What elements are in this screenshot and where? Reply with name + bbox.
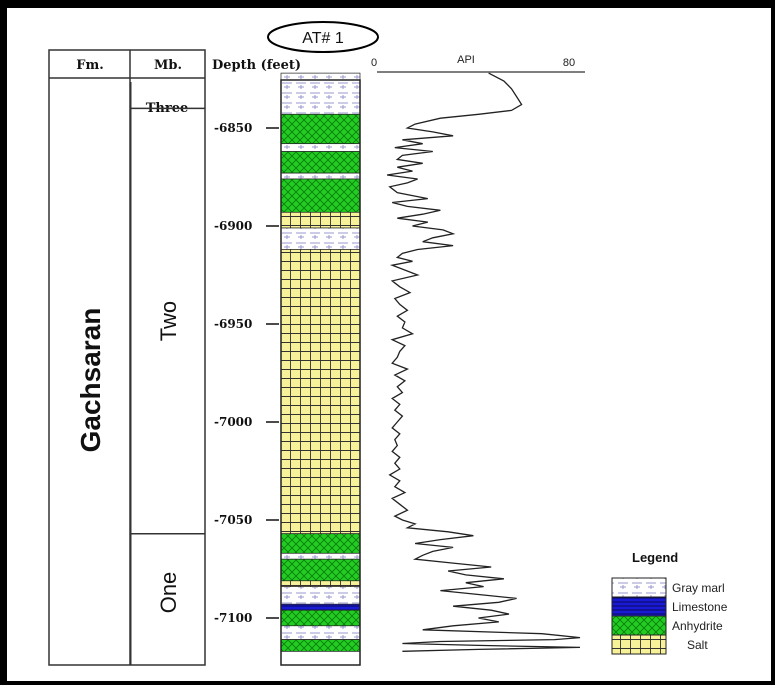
lithology-interval-salt [280,580,361,588]
legend-label-anhydrite: Anhydrite [672,619,723,633]
well-label: AT# 1 [302,30,344,47]
depth-tick-label: -6850 [214,121,252,135]
lithology-interval-anhydrite [280,639,361,652]
depth-axis: -6850 -6900 -6950 -7000 -7050 -7100 [214,121,279,625]
legend-label-gray-marl: Gray marl [672,581,725,595]
legend-label-salt: Salt [687,638,708,652]
member-column-header: Mb. [154,58,182,73]
lithology-interval-anhydrite [280,558,361,582]
depth-tick-label: -6950 [214,317,252,331]
lithology-interval-anhydrite [280,609,361,627]
api-axis: 0 API 80 [371,54,585,73]
legend-swatch-gray-marl [611,577,667,598]
lithology-interval-salt [280,211,361,229]
api-min-label: 0 [371,57,377,69]
member-name: One [156,572,181,614]
depth-tick-label: -6900 [214,219,252,233]
lithology-interval-gray-marl [280,227,361,250]
lithology-interval-anhydrite [280,113,361,145]
lithology-interval-gray-marl [280,552,361,560]
lithology-interval-gray-marl [280,586,361,605]
column-table: Fm. Mb. Depth (feet) [48,49,301,666]
legend: Legend Gray marl Limestone Anhydrite Salt [611,550,728,655]
lithology-interval-gray-marl [280,143,361,152]
legend-swatch-anhydrite [611,615,667,636]
gamma-ray-curve [387,72,581,652]
well-label-ellipse [267,21,379,53]
lithology-interval-anhydrite [280,178,361,213]
lithology-interval-anhydrite [280,151,361,174]
depth-tick-label: -7100 [214,611,252,625]
lithology-interval-anhydrite [280,533,361,554]
api-max-label: 80 [563,57,575,69]
lithology-column-border [280,79,361,666]
legend-title: Legend [632,550,678,565]
member-name: Two [156,301,181,341]
lithology-interval-limestone [280,603,361,611]
legend-label-limestone: Limestone [672,600,728,614]
lithology-column [280,72,361,652]
lithology-interval-gray-marl [280,172,361,180]
depth-column-header: Depth (feet) [212,58,301,73]
depth-tick-label: -7000 [214,415,252,429]
formation-name: Gachsaran [75,308,106,453]
lithology-interval-salt [280,249,361,535]
api-axis-label: API [457,54,475,66]
lithology-interval-gray-marl [280,625,361,640]
legend-swatch-limestone [611,596,667,617]
legend-swatch-salt [611,634,667,655]
formation-column-header: Fm. [76,58,104,73]
depth-tick-label: -7050 [214,513,252,527]
